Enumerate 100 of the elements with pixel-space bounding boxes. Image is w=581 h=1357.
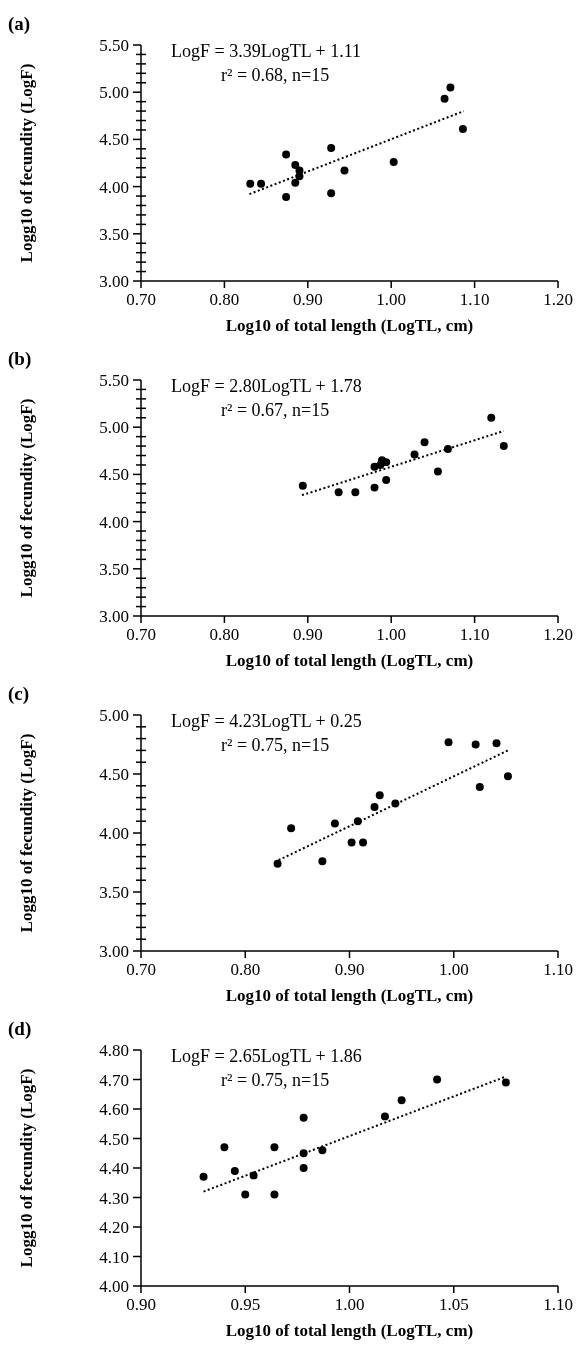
point bbox=[359, 838, 368, 847]
y-tick-label: 4.60 bbox=[99, 1100, 129, 1119]
annotation: LogF = 2.80LogTL + 1.78 bbox=[171, 376, 362, 396]
point bbox=[270, 1190, 279, 1199]
point bbox=[433, 1075, 442, 1084]
y-tick-label: 4.00 bbox=[99, 824, 129, 843]
point bbox=[282, 193, 291, 201]
point bbox=[299, 1149, 308, 1158]
point bbox=[287, 824, 296, 833]
x-tick-label: 1.00 bbox=[376, 290, 407, 309]
x-axis-title: Log10 of total length (LogTL, cm) bbox=[225, 651, 474, 670]
x-tick-label: 0.80 bbox=[209, 625, 240, 644]
y-tick-label: 3.00 bbox=[99, 607, 129, 626]
y-tick-label: 5.00 bbox=[99, 83, 129, 103]
y-tick-label: 3.00 bbox=[99, 272, 129, 291]
x-tick-label: 0.90 bbox=[126, 1295, 156, 1314]
annotation: r² = 0.75, n=15 bbox=[221, 1070, 330, 1090]
point bbox=[353, 817, 362, 826]
x-tick-label: 1.20 bbox=[543, 625, 573, 644]
x-tick-label: 0.70 bbox=[126, 290, 156, 309]
point bbox=[458, 125, 467, 133]
point bbox=[433, 467, 442, 476]
point bbox=[318, 857, 327, 866]
point bbox=[351, 488, 360, 497]
point bbox=[257, 179, 266, 188]
point bbox=[382, 476, 391, 485]
chart-title: (c) bbox=[8, 683, 30, 705]
y-tick-label: 4.50 bbox=[99, 765, 129, 784]
x-tick-label: 0.80 bbox=[209, 290, 240, 309]
point bbox=[241, 1190, 250, 1199]
point bbox=[291, 178, 300, 187]
y-tick-label: 4.50 bbox=[99, 130, 129, 150]
chart-title: (a) bbox=[8, 13, 31, 35]
y-tick-label: 3.50 bbox=[99, 559, 129, 579]
chart-title: (b) bbox=[8, 348, 32, 370]
point bbox=[375, 791, 384, 800]
point bbox=[220, 1143, 229, 1152]
y-tick-label: 3.50 bbox=[99, 883, 129, 902]
x-tick-label: 1.10 bbox=[459, 625, 490, 644]
x-tick-label: 0.90 bbox=[292, 290, 323, 309]
x-tick-label: 0.90 bbox=[334, 960, 365, 979]
annotation: r² = 0.68, n=15 bbox=[221, 65, 330, 85]
x-axis-title: Log10 of total length (LogTL, cm) bbox=[225, 1321, 474, 1340]
y-tick-label: 4.80 bbox=[99, 1041, 129, 1060]
x-tick-label: 1.10 bbox=[543, 960, 573, 979]
point bbox=[246, 179, 255, 188]
x-tick-label: 0.95 bbox=[230, 1295, 261, 1314]
x-tick-label: 0.80 bbox=[230, 960, 261, 979]
y-axis-title: Logg10 of fecundity (LogF) bbox=[17, 63, 36, 263]
point bbox=[420, 438, 429, 447]
x-tick-label: 1.00 bbox=[376, 625, 407, 644]
point bbox=[492, 739, 501, 748]
x-tick-label: 0.70 bbox=[126, 960, 156, 979]
point bbox=[299, 1164, 308, 1172]
y-tick-label: 4.50 bbox=[99, 1129, 129, 1149]
x-tick-label: 1.00 bbox=[334, 1295, 365, 1314]
point bbox=[334, 488, 343, 497]
y-tick-label: 4.00 bbox=[99, 512, 129, 532]
chart-title: (d) bbox=[8, 1018, 32, 1040]
y-tick-label: 3.50 bbox=[99, 224, 129, 244]
point bbox=[298, 481, 307, 490]
x-tick-label: 1.10 bbox=[459, 290, 490, 309]
point bbox=[370, 483, 379, 492]
point bbox=[380, 1112, 389, 1121]
y-tick-label: 5.00 bbox=[99, 418, 129, 438]
point bbox=[475, 783, 484, 791]
y-tick-label: 4.00 bbox=[99, 177, 129, 197]
annotation: LogF = 3.39LogTL + 1.11 bbox=[171, 41, 361, 61]
point bbox=[199, 1172, 208, 1181]
annotation: r² = 0.75, n=15 bbox=[221, 735, 330, 755]
x-tick-label: 1.20 bbox=[543, 290, 573, 309]
y-tick-label: 5.50 bbox=[99, 371, 129, 390]
point bbox=[282, 150, 291, 159]
point bbox=[503, 772, 512, 781]
x-axis-title: Log10 of total length (LogTL, cm) bbox=[225, 986, 474, 1005]
x-tick-label: 1.10 bbox=[543, 1295, 573, 1314]
y-tick-label: 4.00 bbox=[99, 1277, 129, 1296]
y-axis-title: Logg10 of fecundity (LogF) bbox=[17, 1068, 36, 1268]
y-axis-title: Logg10 of fecundity (LogF) bbox=[17, 733, 36, 933]
y-tick-label: 4.20 bbox=[99, 1218, 129, 1237]
point bbox=[444, 738, 453, 747]
y-tick-label: 4.10 bbox=[99, 1247, 129, 1267]
annotation: r² = 0.67, n=15 bbox=[221, 400, 330, 420]
point bbox=[487, 413, 496, 422]
x-tick-label: 1.00 bbox=[438, 960, 469, 979]
point bbox=[397, 1096, 406, 1105]
point bbox=[501, 1078, 510, 1087]
point bbox=[230, 1166, 239, 1175]
point bbox=[327, 143, 336, 152]
point bbox=[291, 160, 300, 169]
point bbox=[347, 838, 356, 847]
y-tick-label: 4.30 bbox=[99, 1188, 129, 1208]
y-tick-label: 3.00 bbox=[99, 942, 129, 961]
point bbox=[327, 189, 336, 198]
point bbox=[410, 450, 419, 459]
point bbox=[299, 1113, 308, 1122]
point bbox=[446, 83, 455, 92]
point bbox=[273, 859, 282, 868]
x-axis-title: Log10 of total length (LogTL, cm) bbox=[225, 316, 474, 335]
point bbox=[443, 444, 452, 453]
